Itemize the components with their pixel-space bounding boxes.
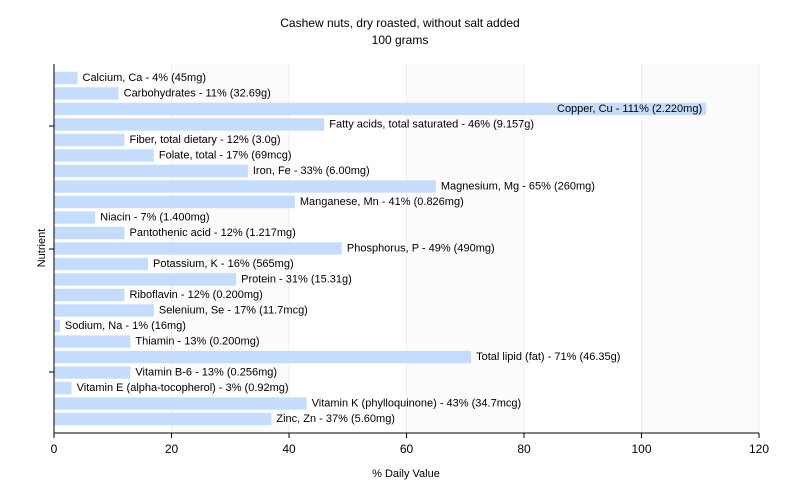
bar-label: Niacin - 7% (1.400mg) <box>100 211 209 223</box>
bar <box>54 164 248 178</box>
bar <box>54 257 148 271</box>
bars <box>54 71 707 426</box>
x-tick-label: 20 <box>165 442 179 456</box>
bar <box>54 273 237 286</box>
x-tick-label: 100 <box>631 442 651 456</box>
bar-labels: Calcium, Ca - 4% (45mg) Carbohydrates - 1… <box>65 72 702 425</box>
chart-title: Cashew nuts, dry roasted, without salt a… <box>280 16 520 30</box>
bar <box>54 118 325 131</box>
bar-label: Magnesium, Mg - 65% (260mg) <box>441 180 595 192</box>
bar <box>54 381 72 395</box>
bar-label: Protein - 31% (15.31g) <box>241 274 352 286</box>
bar <box>54 180 436 193</box>
x-tick-label: 40 <box>282 442 296 456</box>
bar <box>54 319 60 333</box>
bar-label: Total lipid (fat) - 71% (46.35g) <box>476 351 620 363</box>
bar <box>54 211 96 224</box>
bar <box>54 87 119 100</box>
axes: 0 20 40 60 80 100 120 <box>49 64 769 456</box>
bar-label: Folate, total - 17% (69mcg) <box>159 149 292 161</box>
bar <box>54 149 154 162</box>
x-tick-label: 0 <box>51 442 58 456</box>
bar-label: Calcium, Ca - 4% (45mg) <box>83 72 206 84</box>
bar-label: Fatty acids, total saturated - 46% (9.15… <box>329 118 534 130</box>
bar <box>54 412 272 426</box>
bar-label: Manganese, Mn - 41% (0.826mg) <box>300 196 464 208</box>
bar-label: Vitamin E (alpha-tocopherol) - 3% (0.92m… <box>77 382 289 394</box>
bar-label: Zinc, Zn - 37% (5.60mg) <box>276 413 395 425</box>
bar <box>54 335 131 348</box>
x-tick-label: 60 <box>400 442 414 456</box>
bar-label: Riboflavin - 12% (0.200mg) <box>130 289 263 301</box>
x-tick-label: 120 <box>749 442 769 456</box>
bar <box>54 242 342 255</box>
grid-band <box>406 64 524 433</box>
bar <box>54 350 472 364</box>
bar <box>54 71 78 85</box>
bar-label: Carbohydrates - 11% (32.69g) <box>124 87 271 99</box>
bar-label: Fiber, total dietary - 12% (3.0g) <box>130 134 281 146</box>
bar <box>54 195 295 209</box>
bar <box>54 133 125 147</box>
grid-band <box>641 64 759 433</box>
bar-label: Pantothenic acid - 12% (1.217mg) <box>130 227 296 239</box>
bar-label: Potassium, K - 16% (565mg) <box>153 258 294 270</box>
bar-label: Thiamin - 13% (0.200mg) <box>135 336 259 348</box>
y-axis-label: Nutrient <box>36 229 48 268</box>
x-tick-label: 80 <box>517 442 531 456</box>
bar-label: Selenium, Se - 17% (11.7mcg) <box>159 305 308 317</box>
bar <box>54 366 131 379</box>
bar-label: Phosphorus, P - 49% (490mg) <box>347 243 495 255</box>
x-axis-label: % Daily Value <box>372 468 440 480</box>
bar-label: Iron, Fe - 33% (6.00mg) <box>253 165 370 177</box>
bar-label: Vitamin K (phylloquinone) - 43% (34.7mcg… <box>312 398 522 410</box>
bar <box>54 304 154 317</box>
bar-label: Sodium, Na - 1% (16mg) <box>65 320 186 332</box>
bar <box>54 226 125 240</box>
bar <box>54 102 707 116</box>
chart-subtitle: 100 grams <box>371 33 429 47</box>
bar <box>54 288 125 302</box>
bar-label: Copper, Cu - 111% (2.220mg) <box>557 103 702 115</box>
bar <box>54 397 307 410</box>
grid-band <box>524 64 642 433</box>
bar-label: Vitamin B-6 - 13% (0.256mg) <box>135 367 277 379</box>
